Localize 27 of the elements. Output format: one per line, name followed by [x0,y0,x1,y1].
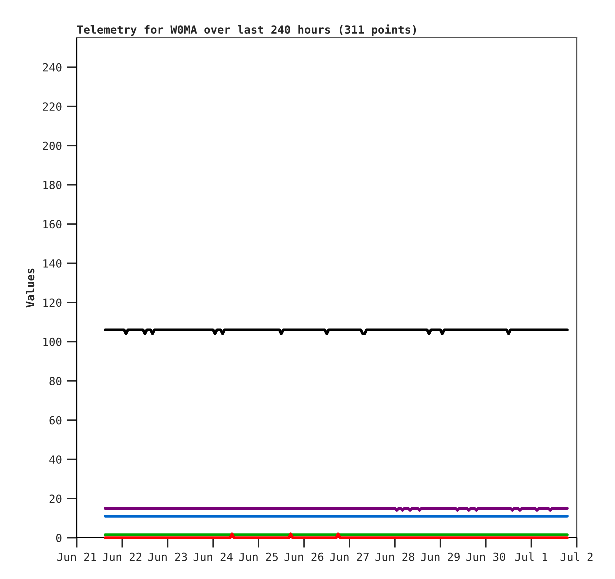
x-tick-label: Jul 1 [515,552,548,562]
y-tick-label: 200 [43,142,62,150]
y-tick-label: 0 [56,534,62,542]
y-tick-label: 60 [50,416,62,425]
chart-title: Telemetry for W0MA over last 240 hours (311 points) [77,24,416,36]
y-axis-title: Values [26,268,35,308]
x-tick-label: Jun 23 [148,552,188,562]
x-tick-label: Jun 24 [194,552,233,562]
x-tick-label: Jun 27 [330,552,369,562]
y-tick-label: 80 [50,377,62,386]
x-tick-label: Jul 2 [560,552,593,562]
y-tick-label: 160 [44,220,62,229]
y-tick-label: 180 [44,181,62,190]
x-tick-label: Jun 28 [376,552,415,562]
y-tick-label: 40 [50,456,62,464]
x-tick-label: Jun 30 [466,552,506,562]
x-tick-label: Jun 21 [58,552,96,562]
y-tick-label: 100 [44,338,62,346]
y-tick-label: 140 [44,259,62,268]
y-tick-label: 20 [50,494,62,504]
x-tick-label: Jun 22 [102,552,142,562]
y-tick-label: 120 [44,298,62,308]
x-tick-label: Jun 29 [421,552,460,562]
y-tick-label: 240 [43,63,62,72]
y-tick-label: 220 [43,102,62,112]
x-tick-label: Jun 26 [284,552,324,562]
x-tick-label: Jun 25 [239,552,278,562]
